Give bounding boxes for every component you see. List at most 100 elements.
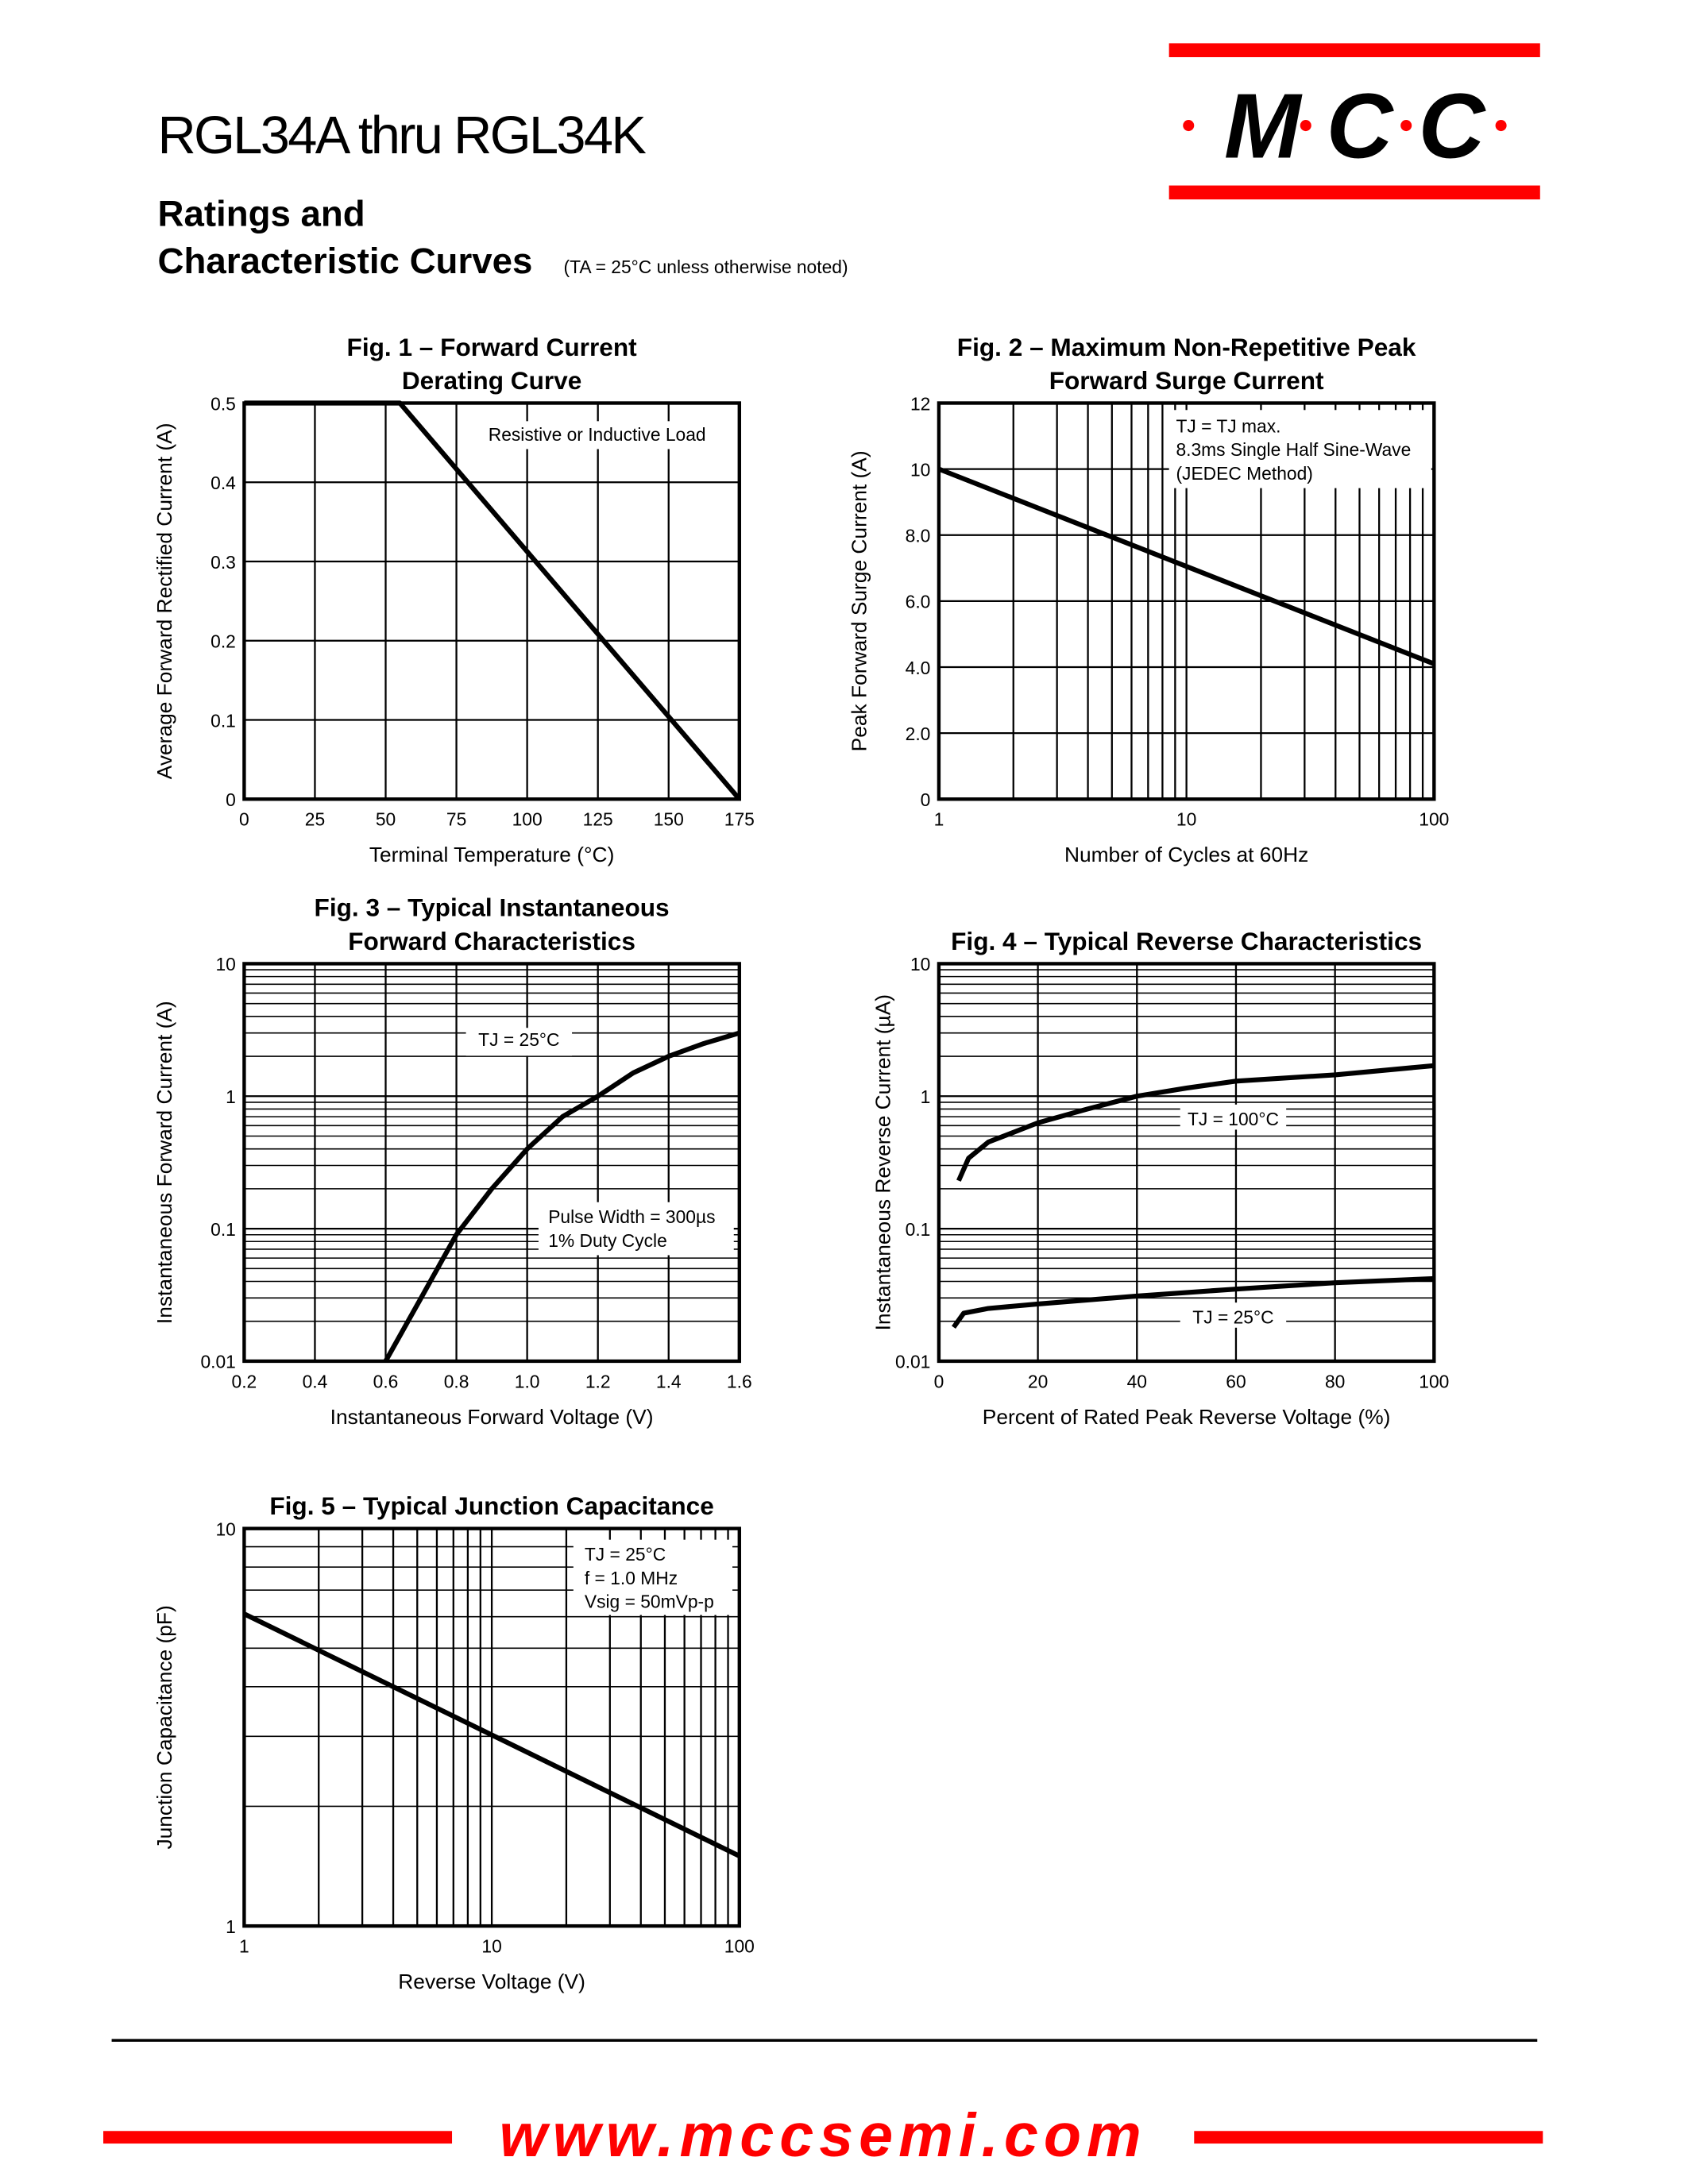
plot-frame: [242, 1526, 741, 1928]
y-tick-label: 0.01: [200, 1352, 235, 1372]
x-tick-label: 75: [446, 809, 466, 830]
x-axis-label: Instantaneous Forward Voltage (V): [330, 1405, 654, 1429]
series-line-0: [244, 400, 742, 801]
y-tick-label: 1: [921, 1086, 931, 1107]
y-axis-label: Average Forward Rectified Current (A): [153, 423, 176, 779]
x-tick-label: 1.0: [515, 1371, 540, 1391]
series-label-background: [1180, 1104, 1287, 1130]
x-tick-label: 100: [512, 809, 543, 830]
chart-title: Fig. 1 – Forward Current: [347, 333, 638, 361]
part-range-title: RGL34A thru RGL34K: [158, 106, 647, 165]
series-label-background: [1180, 1302, 1287, 1328]
plot-frame: [242, 401, 741, 801]
series-line-0: [956, 1063, 1435, 1182]
section-title-2: Characteristic Curves: [158, 241, 533, 281]
gridlines: [243, 402, 740, 801]
y-tick-label: 0: [226, 789, 236, 810]
y-tick-label: 12: [910, 393, 930, 414]
x-tick-label: 100: [724, 1935, 755, 1956]
y-tick-label: 8.0: [906, 526, 931, 546]
y-tick-label: 10: [910, 954, 930, 974]
x-tick-label: 150: [654, 809, 684, 830]
y-tick-label: 0.01: [895, 1352, 930, 1372]
x-tick-label: 0.6: [373, 1371, 399, 1391]
x-tick-label: 1.2: [585, 1371, 611, 1391]
y-tick-label: 10: [910, 459, 930, 480]
x-axis-label: Terminal Temperature (°C): [369, 843, 615, 866]
chart-title: Fig. 3 – Typical Instantaneous: [315, 893, 670, 922]
annotation-background: [465, 1028, 573, 1056]
x-tick-label: 50: [376, 809, 396, 830]
x-tick-label: 0: [239, 809, 249, 830]
series-line-0: [937, 466, 1435, 666]
x-tick-label: 1: [239, 1935, 249, 1956]
y-tick-label: 0.1: [211, 710, 236, 731]
y-tick-label: 10: [215, 1518, 235, 1539]
chart-title: Fig. 5 – Typical Junction Capacitance: [269, 1491, 713, 1520]
x-tick-label: 25: [305, 809, 325, 830]
mcc-logo: M C C: [1168, 43, 1540, 200]
x-tick-label: 0: [934, 1371, 944, 1391]
annotation-background: [1168, 410, 1431, 488]
x-tick-label: 1.4: [656, 1371, 682, 1391]
annotation-background: [474, 421, 720, 450]
y-tick-label: 0.5: [211, 393, 236, 414]
y-axis-label: Instantaneous Reverse Current (µA): [871, 994, 894, 1330]
fig2-chart: Fig. 2 – Maximum Non-Repetitive Peak Forw…: [848, 333, 1450, 866]
svg-text:M C C: M C C: [1224, 74, 1487, 177]
chart-annotation: 8.3ms Single Half Sine-Wave: [1176, 439, 1411, 460]
chart-title: Derating Curve: [402, 366, 581, 395]
x-tick-label: 0.4: [303, 1371, 328, 1391]
x-tick-label: 60: [1226, 1371, 1246, 1391]
x-tick-label: 10: [481, 1935, 501, 1956]
chart-annotation: f = 1.0 MHz: [585, 1568, 678, 1588]
chart-annotation: (JEDEC Method): [1176, 463, 1312, 484]
y-tick-label: 0.3: [211, 552, 236, 573]
x-tick-label: 1: [934, 809, 944, 830]
fig5-chart: Fig. 5 – Typical Junction Capacitance TJ …: [153, 1491, 755, 1993]
annotation-background: [573, 1539, 733, 1615]
chart-annotation: Pulse Width = 300µs: [548, 1206, 715, 1227]
gridlines: [243, 963, 740, 1361]
series-label: TJ = 100°C: [1188, 1109, 1279, 1129]
y-tick-label: 1: [226, 1086, 236, 1107]
x-tick-label: 10: [1176, 809, 1196, 830]
x-tick-label: 0.2: [232, 1371, 257, 1391]
chart-annotation: Vsig = 50mVp-p: [585, 1592, 714, 1612]
chart-annotation: TJ = 25°C: [585, 1544, 666, 1565]
series-line-0: [383, 1030, 740, 1363]
plot-frame: [937, 401, 1436, 801]
y-tick-label: 1: [226, 1916, 236, 1937]
x-tick-label: 125: [583, 809, 613, 830]
chart-annotation: TJ = 25°C: [478, 1029, 559, 1050]
chart-title: Forward Characteristics: [348, 927, 635, 955]
x-tick-label: 175: [724, 809, 755, 830]
y-tick-label: 4.0: [906, 658, 931, 678]
chart-annotation: TJ = TJ max.: [1176, 415, 1280, 436]
y-tick-label: 2.0: [906, 723, 931, 744]
gridlines: [937, 963, 1435, 1361]
x-tick-label: 20: [1028, 1371, 1048, 1391]
plot-frame: [937, 962, 1436, 1364]
x-tick-label: 100: [1419, 1371, 1449, 1391]
fig1-chart: Fig. 1 – Forward Current Derating Curve Re…: [153, 333, 755, 866]
series-label: TJ = 25°C: [1192, 1307, 1273, 1328]
y-tick-label: 0.4: [211, 473, 236, 493]
footer-bar-left: [103, 2131, 453, 2144]
x-tick-label: 1.6: [727, 1371, 752, 1391]
y-axis-label: Instantaneous Forward Current (A): [153, 1001, 176, 1324]
x-tick-label: 40: [1127, 1371, 1147, 1391]
y-tick-label: 10: [215, 954, 235, 974]
chart-title: Fig. 4 – Typical Reverse Characteristics: [951, 927, 1422, 955]
x-axis-label: Reverse Voltage (V): [398, 1970, 585, 1993]
x-tick-label: 100: [1419, 809, 1449, 830]
chart-title: Forward Surge Current: [1049, 366, 1324, 395]
footer-website[interactable]: www.mccsemi.com: [500, 2101, 1147, 2170]
plot-frame: [242, 962, 741, 1364]
series-line-1: [952, 1275, 1435, 1329]
x-tick-label: 0.8: [444, 1371, 469, 1391]
chart-annotation: Resistive or Inductive Load: [489, 424, 706, 445]
series-line-0: [243, 1611, 741, 1858]
chart-title: Fig. 2 – Maximum Non-Repetitive Peak: [957, 333, 1416, 361]
